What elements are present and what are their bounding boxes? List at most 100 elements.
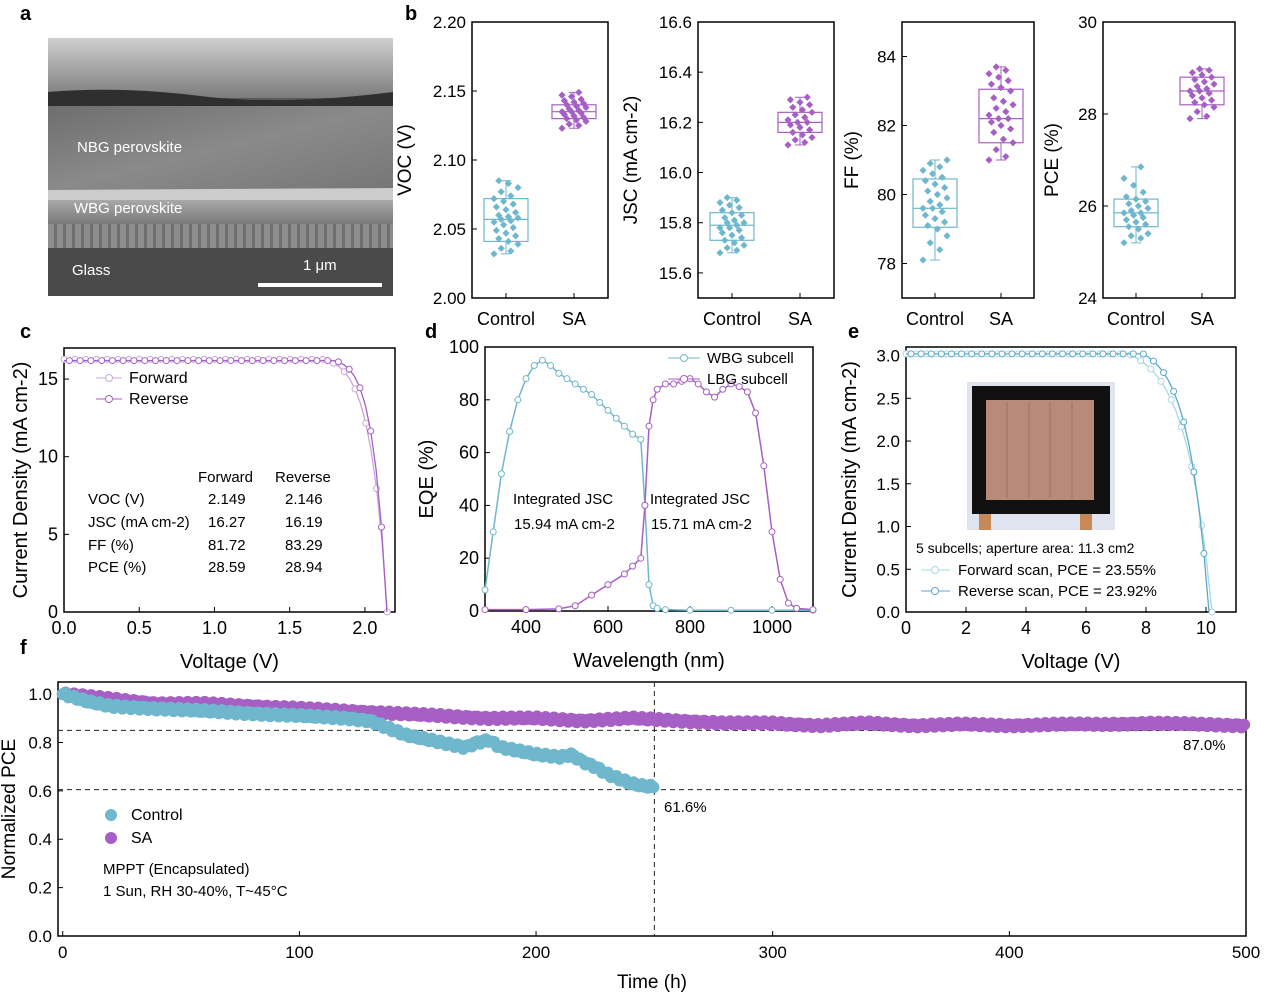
box-series-sa [551,88,597,132]
data-point [570,98,578,106]
data-point [1190,468,1198,476]
y-tick-label: 82 [877,117,896,136]
x-tick-label: 500 [1232,943,1260,962]
y-tick-label: 16.0 [659,164,692,183]
data-point [645,422,653,430]
y-tick-label: 84 [877,48,896,67]
data-point [575,88,583,96]
data-point [796,98,804,106]
data-point [1137,163,1145,171]
data-point [1069,350,1077,358]
legend-label: Forward [129,370,188,387]
module-note: 5 subcells; aperture area: 11.3 cm2 [916,540,1135,556]
data-point [1002,108,1010,116]
data-point [968,350,976,358]
data-point [806,126,814,134]
data-point [990,94,998,102]
y-axis-label: JSC (mA cm-2) [621,96,642,225]
data-point [481,606,489,614]
data-point [65,357,73,365]
y-axis-label: PCE (%) [1042,123,1063,197]
data-point [1149,357,1157,365]
data-point [990,128,998,136]
y-tick-label: 0.6 [28,782,52,801]
data-point [670,380,678,388]
data-point [803,118,811,126]
data-point [1007,87,1015,95]
x-category-label: Control [477,309,535,329]
data-point [1119,350,1127,358]
annotation-control-final: 61.6% [664,799,707,816]
data-point [727,606,735,614]
data-point [1125,200,1133,208]
legend-marker [680,375,688,383]
data-point [941,184,949,192]
data-point [719,385,727,393]
data-point [933,225,941,233]
data-point [509,200,517,208]
data-point [577,95,585,103]
data-point [108,357,116,365]
y-tick-label: 60 [459,443,479,463]
data-point [992,104,1000,112]
data-point [661,606,669,614]
iv-table-voc-forward: 2.149 [208,491,246,508]
data-point [620,422,628,430]
eqe-annotation-wbg-label: Integrated JSC [513,491,613,508]
data-point [919,256,927,264]
data-point [302,357,310,365]
data-point [1125,223,1133,231]
data-point [563,375,571,383]
panel-labels: a b c d e f [20,3,859,659]
data-point [789,103,797,111]
axes-frame [1102,21,1236,299]
data-point [1198,94,1206,102]
data-point [723,194,731,202]
data-point [919,166,927,174]
iv-table-pce-reverse: 28.94 [285,559,323,576]
data-point [936,201,944,209]
legend-label: LBG subcell [707,371,788,388]
data-point [495,211,503,219]
data-point [801,138,809,147]
data-point [497,244,505,252]
box-series-sa [777,93,823,149]
y-tick-label: 40 [459,495,479,515]
iv-table-row-ff: FF (%) [88,537,134,554]
sem-scalebar-label: 1 μm [303,257,337,274]
data-point [728,231,736,239]
data-point [809,606,817,614]
data-point [926,197,934,205]
data-point [929,170,937,178]
data-point [711,393,719,401]
data-point [938,173,946,181]
data-point [1198,71,1206,79]
data-point [1004,115,1012,123]
data-point [555,369,563,377]
data-point [522,606,530,614]
data-point [1147,365,1155,373]
iv-table-row-pce: PCE (%) [88,559,146,576]
data-point [1180,418,1188,426]
data-point [808,108,816,116]
data-point [227,357,235,365]
x-category-label: SA [788,309,812,329]
data-point [362,419,370,427]
data-point [604,406,612,414]
data-point [509,224,517,232]
data-point [727,380,735,388]
y-tick-label: 0 [48,602,58,622]
data-point [1130,181,1138,189]
data-point [723,219,731,227]
data-point [768,606,776,614]
data-point [568,92,576,101]
legend-marker [931,566,939,574]
iv-table-voc-reverse: 2.146 [285,491,323,508]
data-point [992,63,1000,71]
y-tick-label: 1.0 [876,518,900,537]
data-point [1038,350,1046,358]
y-tick-label: 80 [877,186,896,205]
y-tick-label: 0.0 [876,603,900,622]
data-point [558,124,566,132]
